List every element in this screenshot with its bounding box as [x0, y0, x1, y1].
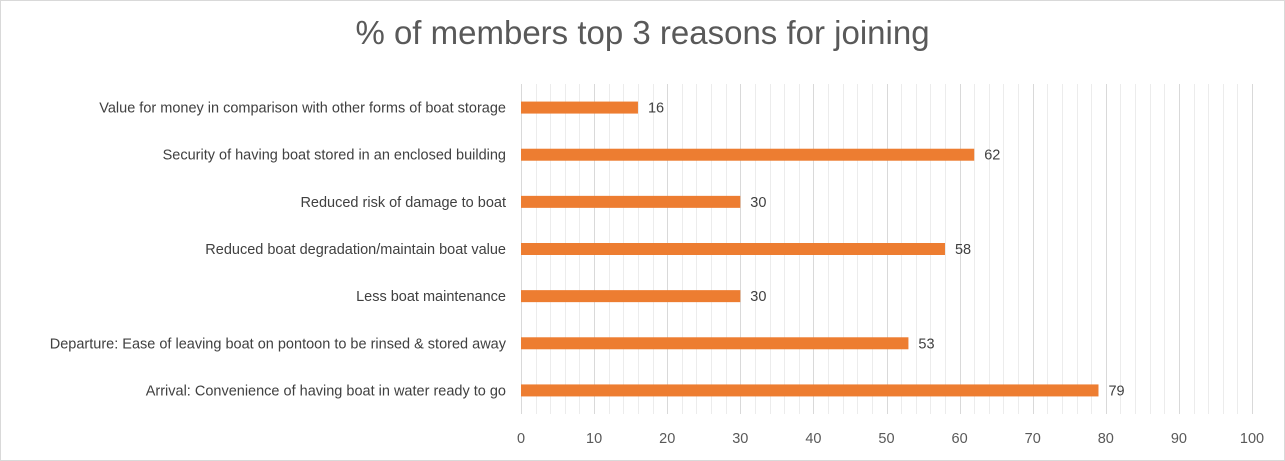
x-axis-tick-labels: 0 10 20 30 40 50 60 70 80 90 100: [517, 431, 1264, 447]
data-label: 30: [750, 195, 766, 211]
data-label: 30: [750, 289, 766, 305]
x-tick-label: 0: [517, 431, 525, 447]
x-tick-label: 40: [805, 431, 821, 447]
data-label: 53: [918, 336, 934, 352]
data-label: 16: [648, 101, 664, 117]
data-label: 62: [984, 148, 1000, 164]
category-label: Departure: Ease of leaving boat on ponto…: [50, 336, 507, 352]
x-tick-label: 70: [1025, 431, 1041, 447]
category-label: Arrival: Convenience of having boat in w…: [146, 383, 506, 399]
category-label: Reduced risk of damage to boat: [300, 195, 506, 211]
chart-title: % of members top 3 reasons for joining: [355, 14, 930, 51]
bar: [521, 148, 975, 161]
data-labels: 16 62 30 58 30 53 79: [648, 101, 1125, 400]
x-tick-label: 100: [1240, 431, 1264, 447]
x-tick-label: 30: [732, 431, 748, 447]
bar: [521, 290, 741, 303]
x-tick-label: 90: [1171, 431, 1187, 447]
bar: [521, 195, 741, 208]
x-tick-label: 50: [878, 431, 894, 447]
x-tick-label: 80: [1098, 431, 1114, 447]
bar: [521, 243, 945, 255]
data-label: 58: [955, 242, 971, 258]
x-tick-label: 20: [659, 431, 675, 447]
bar: [521, 384, 1099, 397]
category-label: Reduced boat degradation/maintain boat v…: [205, 242, 506, 258]
data-label: 79: [1108, 383, 1124, 399]
bar: [521, 337, 909, 350]
category-label: Security of having boat stored in an enc…: [163, 148, 506, 164]
category-label: Value for money in comparison with other…: [99, 101, 506, 117]
x-tick-label: 10: [586, 431, 602, 447]
x-tick-label: 60: [952, 431, 968, 447]
category-labels: Value for money in comparison with other…: [50, 101, 507, 400]
bars: [521, 101, 1099, 397]
category-label: Less boat maintenance: [356, 289, 506, 305]
bar: [521, 101, 638, 114]
